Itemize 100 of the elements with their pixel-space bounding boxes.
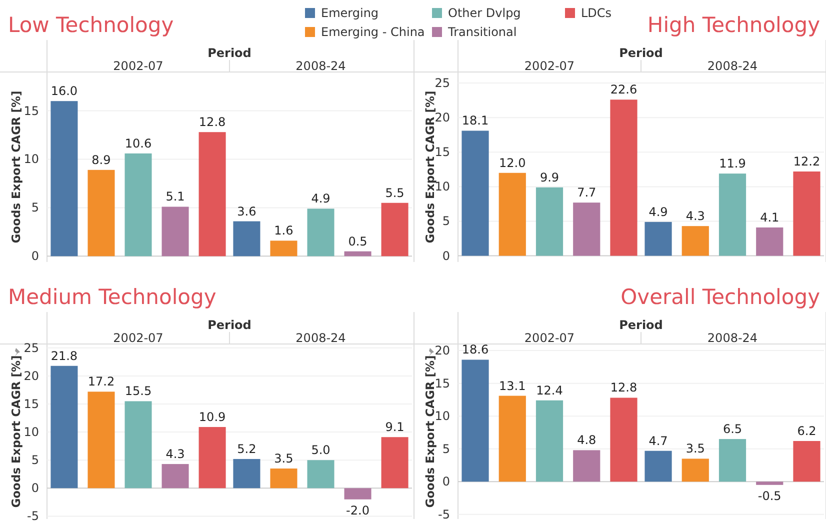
x-tick-label: 2008-24 (296, 59, 346, 73)
x-axis-title: Period (619, 46, 663, 60)
y-axis-title: Goods Export CAGR [%] (423, 90, 437, 244)
bar (756, 227, 784, 256)
bar (610, 398, 638, 482)
y-tick-label: 5 (31, 200, 39, 215)
bar (756, 482, 784, 485)
y-tick-label: 15 (434, 145, 450, 160)
data-label: 22.6 (610, 82, 638, 97)
data-label: 7.7 (577, 186, 596, 200)
data-label: 17.2 (88, 374, 115, 389)
data-label: 13.1 (499, 378, 526, 393)
bar (233, 458, 260, 488)
data-label: 12.2 (793, 154, 820, 168)
bar (536, 400, 564, 482)
x-tick-label: 2002-07 (113, 331, 164, 345)
y-axis-title: Goods Export CAGR [%] (423, 355, 437, 508)
data-label: 10.9 (198, 410, 226, 424)
data-label: 15.5 (124, 384, 152, 398)
chart-title: Medium Technology (8, 285, 216, 309)
bar (573, 450, 600, 482)
data-label: 5.0 (311, 443, 330, 458)
bar (718, 439, 746, 482)
data-label: 4.8 (577, 433, 596, 448)
data-label: 4.3 (166, 447, 185, 462)
bar (344, 488, 372, 500)
bar (124, 401, 152, 488)
bar (198, 427, 226, 488)
y-axis-title: Goods Export CAGR [%] (9, 90, 23, 244)
bar (610, 100, 638, 256)
data-label: 9.1 (385, 420, 404, 434)
bar (50, 101, 78, 256)
data-label: 0.5 (348, 234, 368, 248)
x-tick-label: 2008-24 (296, 331, 346, 345)
data-label: 4.1 (760, 210, 780, 224)
bar (307, 460, 334, 488)
data-label: -0.5 (758, 488, 782, 503)
bar (644, 222, 672, 256)
bar (462, 360, 489, 482)
bar (682, 458, 709, 482)
bar (793, 171, 820, 256)
data-label: 5.2 (237, 442, 256, 456)
y-tick-label: 20 (434, 344, 450, 358)
y-tick-label: 15 (24, 104, 39, 118)
bar (718, 174, 746, 256)
y-tick-label: 10 (24, 152, 39, 166)
data-label: 18.1 (462, 114, 489, 128)
y-tick-label: 0 (442, 474, 450, 489)
y-tick-label: 0 (442, 248, 450, 263)
data-label: 4.9 (311, 192, 330, 206)
chart-title: High Technology (647, 13, 820, 37)
y-tick-label: 5 (442, 214, 450, 228)
y-tick-label: 10 (24, 425, 39, 440)
chart-title: Overall Technology (620, 285, 820, 309)
data-label: 16.0 (50, 84, 78, 98)
bar (793, 441, 820, 482)
x-tick-label: 2002-07 (113, 59, 164, 73)
bar (233, 221, 260, 256)
bar (50, 366, 78, 488)
data-label: 3.5 (686, 442, 705, 456)
y-tick-label: 20 (24, 368, 39, 383)
x-tick-label: 2008-24 (707, 331, 758, 345)
bar (88, 392, 115, 488)
y-tick-label: 5 (442, 442, 450, 456)
data-label: 4.3 (686, 209, 705, 224)
y-tick-label: 5 (31, 453, 39, 468)
x-axis-title: Period (208, 318, 252, 332)
data-label: 11.9 (719, 156, 746, 171)
y-tick-label: 20 (434, 110, 450, 125)
data-label: 12.8 (198, 115, 226, 130)
data-label: 6.2 (797, 424, 816, 438)
legend-label: Emerging (321, 6, 379, 20)
data-label: 3.6 (237, 204, 256, 218)
data-label: 21.8 (50, 348, 78, 363)
y-tick-label: 10 (434, 409, 450, 424)
y-tick-label: 15 (434, 376, 450, 390)
data-label: 6.5 (722, 422, 742, 436)
legend-label: Other Dvlpg (448, 6, 521, 20)
x-tick-label: 2002-07 (524, 331, 575, 345)
bar (307, 208, 334, 256)
y-tick-label: 25 (24, 340, 39, 355)
data-label: 1.6 (274, 224, 294, 238)
x-tick-label: 2008-24 (707, 59, 758, 73)
y-tick-label: 25 (434, 76, 450, 90)
bar (498, 172, 526, 256)
y-tick-label: 0 (31, 481, 39, 496)
data-label: 12.0 (499, 156, 526, 170)
bar (573, 202, 600, 256)
y-tick-label: -5 (27, 509, 39, 524)
bar (344, 251, 372, 256)
data-label: 9.9 (540, 170, 560, 184)
y-tick-label: -5 (438, 507, 450, 522)
data-label: 4.9 (648, 204, 668, 219)
bar (270, 468, 298, 488)
x-tick-label: 2002-07 (524, 59, 575, 73)
data-label: 4.7 (648, 434, 668, 448)
bar (124, 153, 152, 256)
legend-label: Transitional (447, 25, 517, 39)
chart-title: Low Technology (8, 13, 174, 37)
bar (498, 396, 526, 482)
